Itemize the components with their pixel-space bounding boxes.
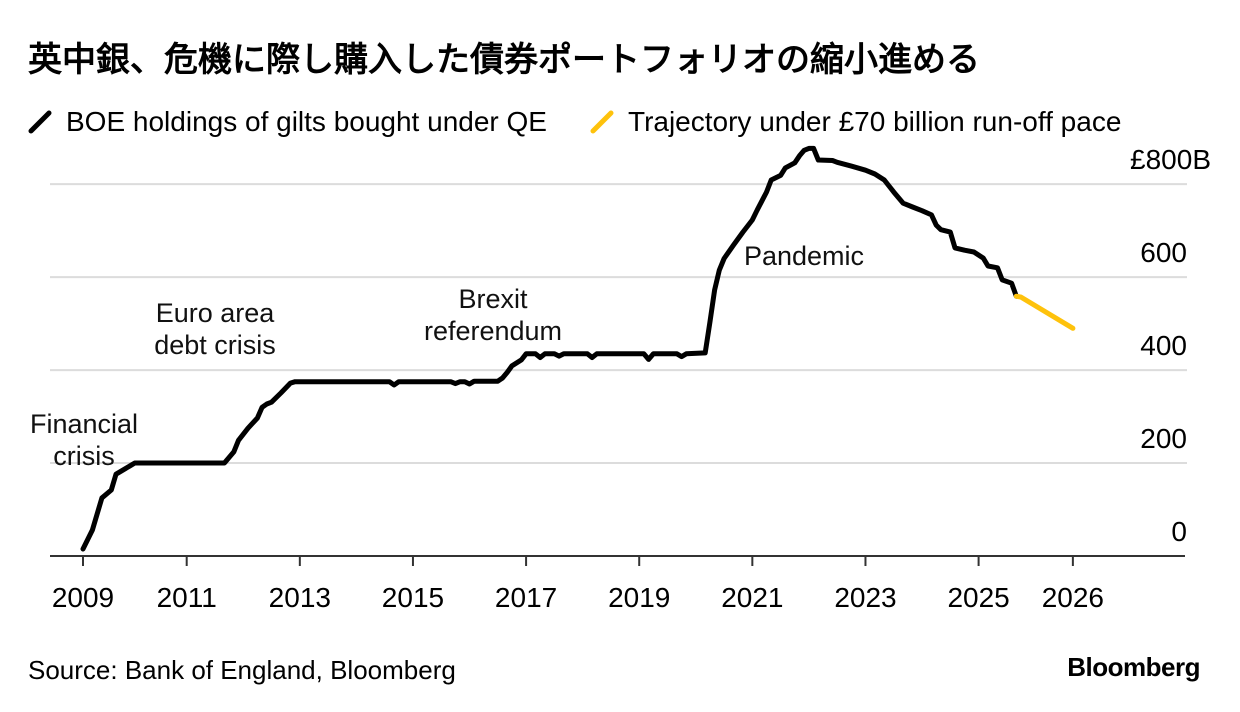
annotation-line: Brexit	[458, 284, 528, 314]
annotation-euro-area-debt-crisis: Euro area debt crisis	[105, 297, 325, 361]
x-tick-label: 2023	[834, 582, 896, 613]
x-tick-label: 2019	[608, 582, 670, 613]
chart-title: 英中銀、危機に際し購入した債券ポートフォリオの縮小進める	[28, 40, 980, 80]
x-tick-label: 2013	[269, 582, 331, 613]
legend-item-run-off-trajectory: Trajectory under £70 billion run-off pac…	[590, 106, 1121, 138]
y-tick-label: 600	[1140, 237, 1187, 268]
series-line-run-off-trajectory	[1013, 293, 1076, 331]
y-tick-label: 0	[1171, 516, 1187, 547]
series-line-boe-holdings	[80, 145, 1019, 552]
annotation-line: Euro area	[155, 298, 275, 328]
swatch-stroke	[28, 110, 52, 134]
x-tick-label: 2017	[495, 582, 557, 613]
legend-label: BOE holdings of gilts bought under QE	[66, 106, 547, 137]
yellow-line-swatch-icon	[590, 110, 614, 134]
annotation-financial-crisis: Financial crisis	[0, 408, 168, 472]
swatch-stroke	[590, 110, 614, 134]
x-tick-label: 2015	[382, 582, 444, 613]
annotation-line: debt crisis	[154, 330, 276, 360]
annotation-pandemic: Pandemic	[694, 240, 914, 272]
x-tick-label: 2009	[52, 582, 114, 613]
legend-label: Trajectory under £70 billion run-off pac…	[628, 106, 1122, 137]
annotation-line: Financial	[29, 409, 139, 439]
x-tick-label: 2021	[721, 582, 783, 613]
y-tick-label: £800B	[1130, 144, 1211, 175]
y-tick-label: 400	[1140, 330, 1187, 361]
bloomberg-logo: Bloomberg	[1067, 652, 1200, 682]
annotation-line: crisis	[53, 441, 115, 471]
legend-item-boe-holdings: BOE holdings of gilts bought under QE	[28, 106, 547, 138]
x-tick-label: 2026	[1042, 582, 1104, 613]
y-axis-labels: 0 200 400 600 £800B	[1130, 144, 1211, 547]
annotation-line: Pandemic	[743, 241, 865, 271]
source-note: Source: Bank of England, Bloomberg	[28, 655, 456, 685]
x-tick-label: 2011	[157, 582, 217, 613]
annotation-brexit-referendum: Brexit referendum	[383, 283, 603, 347]
x-axis-ticks: 2009 2011 2013 2015 2017 2019 2021 2023 2025 2026	[52, 556, 1104, 613]
black-line-swatch-icon	[28, 110, 52, 134]
annotation-line: referendum	[423, 316, 563, 346]
x-tick-label: 2025	[947, 582, 1009, 613]
y-tick-label: 200	[1140, 423, 1187, 454]
gridlines	[50, 183, 1187, 465]
